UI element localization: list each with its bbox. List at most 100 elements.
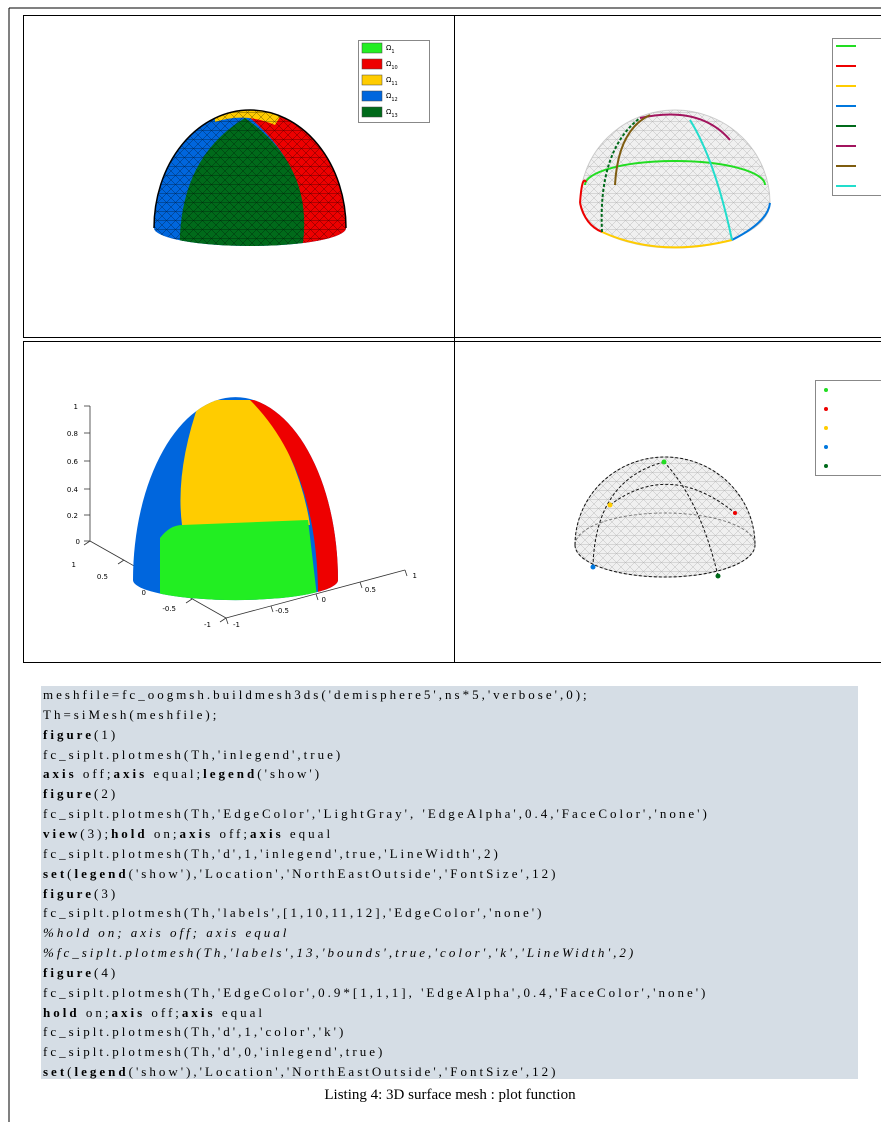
tick-label: -1	[233, 621, 240, 629]
tick-label: 0	[142, 589, 146, 597]
legend-label: Ω10	[386, 60, 398, 71]
code-line: view(3);hold on;axis off;axis equal	[43, 826, 333, 842]
code-line: figure(1)	[43, 727, 118, 743]
code-line: axis off;axis equal;legend('show')	[43, 766, 322, 782]
tick-label: 0	[76, 538, 80, 546]
tick-label: 0.5	[97, 573, 108, 581]
tick-label: 0.4	[67, 486, 79, 494]
code-token: Th=siMesh(meshfile);	[43, 706, 220, 722]
legend-label: Ω11	[386, 76, 398, 87]
fig1-dome	[154, 110, 346, 246]
code-token: equal	[215, 1004, 265, 1020]
code-token: (3);	[80, 825, 112, 841]
code-token: on;	[147, 825, 180, 841]
code-token: fc_siplt.plotmesh(Th,'labels',[1,10,11,1…	[43, 905, 545, 921]
code-line: fc_siplt.plotmesh(Th,'d',1,'color','k')	[43, 1024, 346, 1040]
tick-mark	[225, 617, 229, 625]
tick-mark	[315, 593, 319, 601]
code-token: figure	[43, 885, 94, 901]
code-token: hold	[111, 825, 148, 841]
legend-subscript: 13	[391, 113, 397, 119]
code-line: %fc_siplt.plotmesh(Th,'labels',13,'bound…	[43, 945, 636, 961]
legend-symbol: Ω	[386, 76, 392, 84]
code-token: figure	[43, 964, 94, 980]
code-token: set	[43, 1064, 68, 1079]
fig2-legend-lines	[836, 45, 856, 187]
code-token: off;	[76, 766, 114, 782]
code-line: meshfile=fc_oogmsh.buildmesh3ds('demisph…	[43, 687, 590, 703]
legend-symbol: Ω	[386, 60, 392, 68]
code-token: ('show'),'Location','NorthEastOutside','…	[128, 865, 559, 881]
code-line: figure(4)	[43, 965, 118, 981]
legend-swatch	[361, 74, 383, 86]
tick-mark	[404, 569, 408, 577]
code-line: fc_siplt.plotmesh(Th,'labels',[1,10,11,1…	[43, 905, 544, 921]
code-token: equal;	[147, 766, 204, 782]
code-token: fc_siplt.plotmesh(Th,'d',1,'color','k')	[43, 1024, 347, 1040]
code-token: axis	[181, 1004, 216, 1020]
code-token: set	[43, 865, 68, 881]
tick-mark	[117, 559, 125, 565]
tick-mark	[83, 540, 91, 546]
fig2-legend	[832, 38, 881, 196]
code-token: (1)	[93, 726, 119, 742]
code-token: (	[67, 1064, 75, 1079]
code-token: (	[67, 865, 75, 881]
legend-swatch	[361, 58, 383, 70]
code-line: hold on;axis off;axis equal	[43, 1005, 265, 1021]
panel-row-2	[23, 341, 881, 663]
code-token: legend	[203, 766, 258, 782]
code-token: axis	[179, 825, 214, 841]
tick-label: 0	[322, 596, 326, 604]
legend-subscript: 1	[391, 49, 394, 55]
legend-swatch	[361, 42, 383, 54]
panel-row-1	[23, 15, 881, 338]
code-token: off;	[145, 1004, 182, 1020]
code-line: figure(2)	[43, 786, 118, 802]
tick-mark	[359, 581, 363, 589]
fig4-edges	[574, 456, 756, 578]
code-token: fc_siplt.plotmesh(Th,'d',0,'inlegend',tr…	[43, 1044, 386, 1060]
tick-mark	[185, 598, 193, 604]
code-token: on;	[79, 1004, 112, 1020]
code-line: figure(3)	[43, 886, 118, 902]
code-token: figure	[43, 786, 94, 802]
tick-label: 1	[413, 572, 417, 580]
code-line: fc_siplt.plotmesh(Th,'EdgeColor','LightG…	[43, 806, 710, 822]
tick-label: -0.5	[275, 607, 289, 615]
code-token: %fc_siplt.plotmesh(Th,'labels',13,'bound…	[43, 945, 637, 961]
code-token: axis	[249, 825, 284, 841]
tick-label: 0.5	[365, 586, 376, 594]
code-token: hold	[43, 1004, 80, 1020]
tick-label: -1	[204, 621, 211, 629]
tick-label: 0.6	[67, 458, 79, 466]
legend-subscript: 11	[391, 81, 397, 87]
code-token: legend	[74, 1064, 129, 1079]
legend-swatch	[361, 106, 383, 118]
tick-label: -0.5	[162, 605, 176, 613]
legend-subscript: 10	[391, 65, 397, 71]
code-token: meshfile=fc_oogmsh.buildmesh3ds('demisph…	[43, 687, 590, 702]
legend-symbol: Ω	[386, 92, 392, 100]
code-token: (3)	[93, 885, 119, 901]
tick-mark	[219, 617, 227, 623]
code-token: axis	[43, 766, 77, 782]
code-line: set(legend('show'),'Location','NorthEast…	[43, 866, 558, 882]
code-token: figure	[43, 726, 94, 742]
code-token: axis	[113, 766, 148, 782]
code-token: fc_siplt.plotmesh(Th,'d',1,'inlegend',tr…	[43, 845, 501, 861]
legend-label: Ω12	[386, 92, 398, 103]
code-line: fc_siplt.plotmesh(Th,'EdgeColor',0.9*[1,…	[43, 985, 708, 1001]
code-line: Th=siMesh(meshfile);	[43, 707, 219, 723]
code-line: fc_siplt.plotmesh(Th,'d',0,'inlegend',tr…	[43, 1044, 385, 1060]
code-token: fc_siplt.plotmesh(Th,'EdgeColor',0.9*[1,…	[43, 984, 709, 1000]
code-token: (2)	[93, 786, 119, 802]
code-token: (4)	[93, 964, 119, 980]
code-token: legend	[74, 865, 129, 881]
legend-symbol: Ω	[386, 44, 392, 52]
code-token: fc_siplt.plotmesh(Th,'EdgeColor','LightG…	[43, 806, 710, 822]
tick-label: 0.2	[67, 512, 78, 520]
legend-label: Ω13	[386, 108, 398, 119]
code-token: view	[43, 825, 81, 841]
